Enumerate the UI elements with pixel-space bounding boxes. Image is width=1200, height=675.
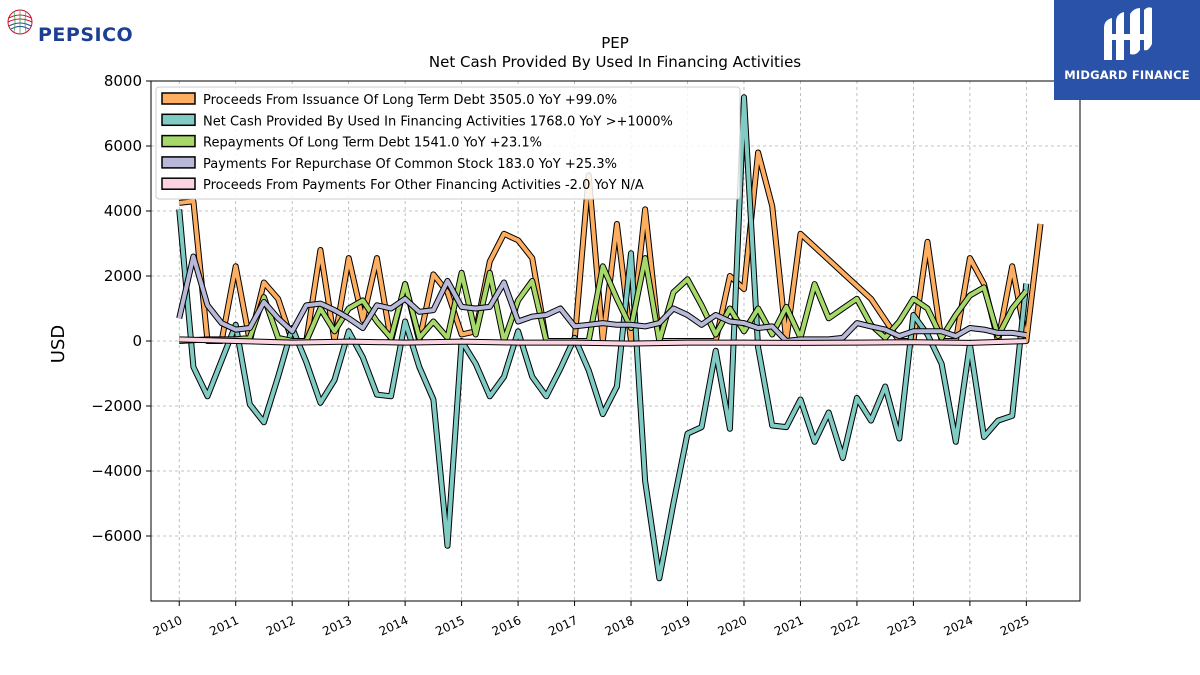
x-tick-label: 2011 (207, 613, 241, 639)
y-tick-label: 2000 (104, 267, 142, 285)
legend-swatch (161, 92, 196, 105)
legend: Proceeds From Issuance Of Long Term Debt… (155, 86, 741, 200)
midgard-finance-text: MIDGARD FINANCE (1064, 68, 1190, 82)
series-line-4 (176, 253, 1027, 344)
legend-swatch (161, 177, 196, 190)
series-line-2 (176, 94, 1030, 582)
pepsico-wordmark: PEPSICO (38, 24, 134, 46)
x-axis-ticks: 2010 2011 2012 2013 2014 2015 2016 2017 2018 2019… (151, 601, 1032, 639)
legend-swatch (161, 134, 196, 148)
y-axis-label: USD (48, 325, 69, 363)
x-tick-label: 2018 (603, 613, 637, 639)
legend-label: Net Cash Provided By Used In Financing A… (203, 114, 673, 129)
x-tick-label: 2021 (772, 613, 806, 639)
midgard-finance-badge: MIDGARD FINANCE (1054, 0, 1200, 100)
y-tick-label: −6000 (91, 527, 142, 545)
x-tick-label: 2015 (433, 613, 467, 639)
x-tick-label: 2010 (151, 613, 185, 639)
pepsico-globe-icon (7, 9, 33, 35)
series-line-stroke (179, 337, 1027, 346)
pepsico-logo: PEPSICO (6, 8, 166, 48)
x-tick-label: 2013 (320, 613, 354, 639)
x-tick-label: 2020 (716, 613, 750, 639)
legend-label: Proceeds From Payments For Other Financi… (203, 178, 644, 193)
x-tick-label: 2014 (377, 613, 411, 639)
y-tick-label: 0 (132, 332, 142, 350)
y-tick-label: 6000 (104, 137, 142, 155)
legend-label: Proceeds From Issuance Of Long Term Debt… (203, 93, 617, 108)
x-tick-label: 2024 (942, 613, 976, 639)
legend-swatch (161, 113, 196, 127)
legend-swatch (161, 156, 196, 169)
chart-subtitle: Net Cash Provided By Used In Financing A… (429, 53, 801, 71)
chart-title: PEP (601, 34, 629, 52)
x-tick-label: 2023 (885, 613, 919, 639)
y-axis-ticks: 8000 6000 4000 2000 0 −2000 −4000 −6000 (91, 72, 151, 545)
x-tick-label: 2012 (264, 613, 298, 639)
midgard-logo-icon (1104, 7, 1152, 60)
x-tick-label: 2025 (998, 613, 1032, 639)
x-tick-label: 2022 (829, 613, 863, 639)
series-line-stroke (177, 95, 1029, 581)
y-tick-label: 8000 (104, 72, 142, 90)
legend-label: Repayments Of Long Term Debt 1541.0 YoY … (203, 136, 542, 151)
y-tick-label: −2000 (91, 397, 142, 415)
y-tick-label: −4000 (91, 462, 142, 480)
x-tick-label: 2016 (490, 613, 524, 639)
series-line-stroke (177, 254, 1027, 343)
y-tick-label: 4000 (104, 202, 142, 220)
legend-box (155, 86, 741, 200)
x-tick-label: 2019 (659, 613, 693, 639)
series-lines (176, 94, 1044, 582)
x-tick-label: 2017 (546, 613, 580, 639)
series-line-5 (179, 336, 1027, 347)
legend-label: Payments For Repurchase Of Common Stock … (203, 157, 617, 172)
